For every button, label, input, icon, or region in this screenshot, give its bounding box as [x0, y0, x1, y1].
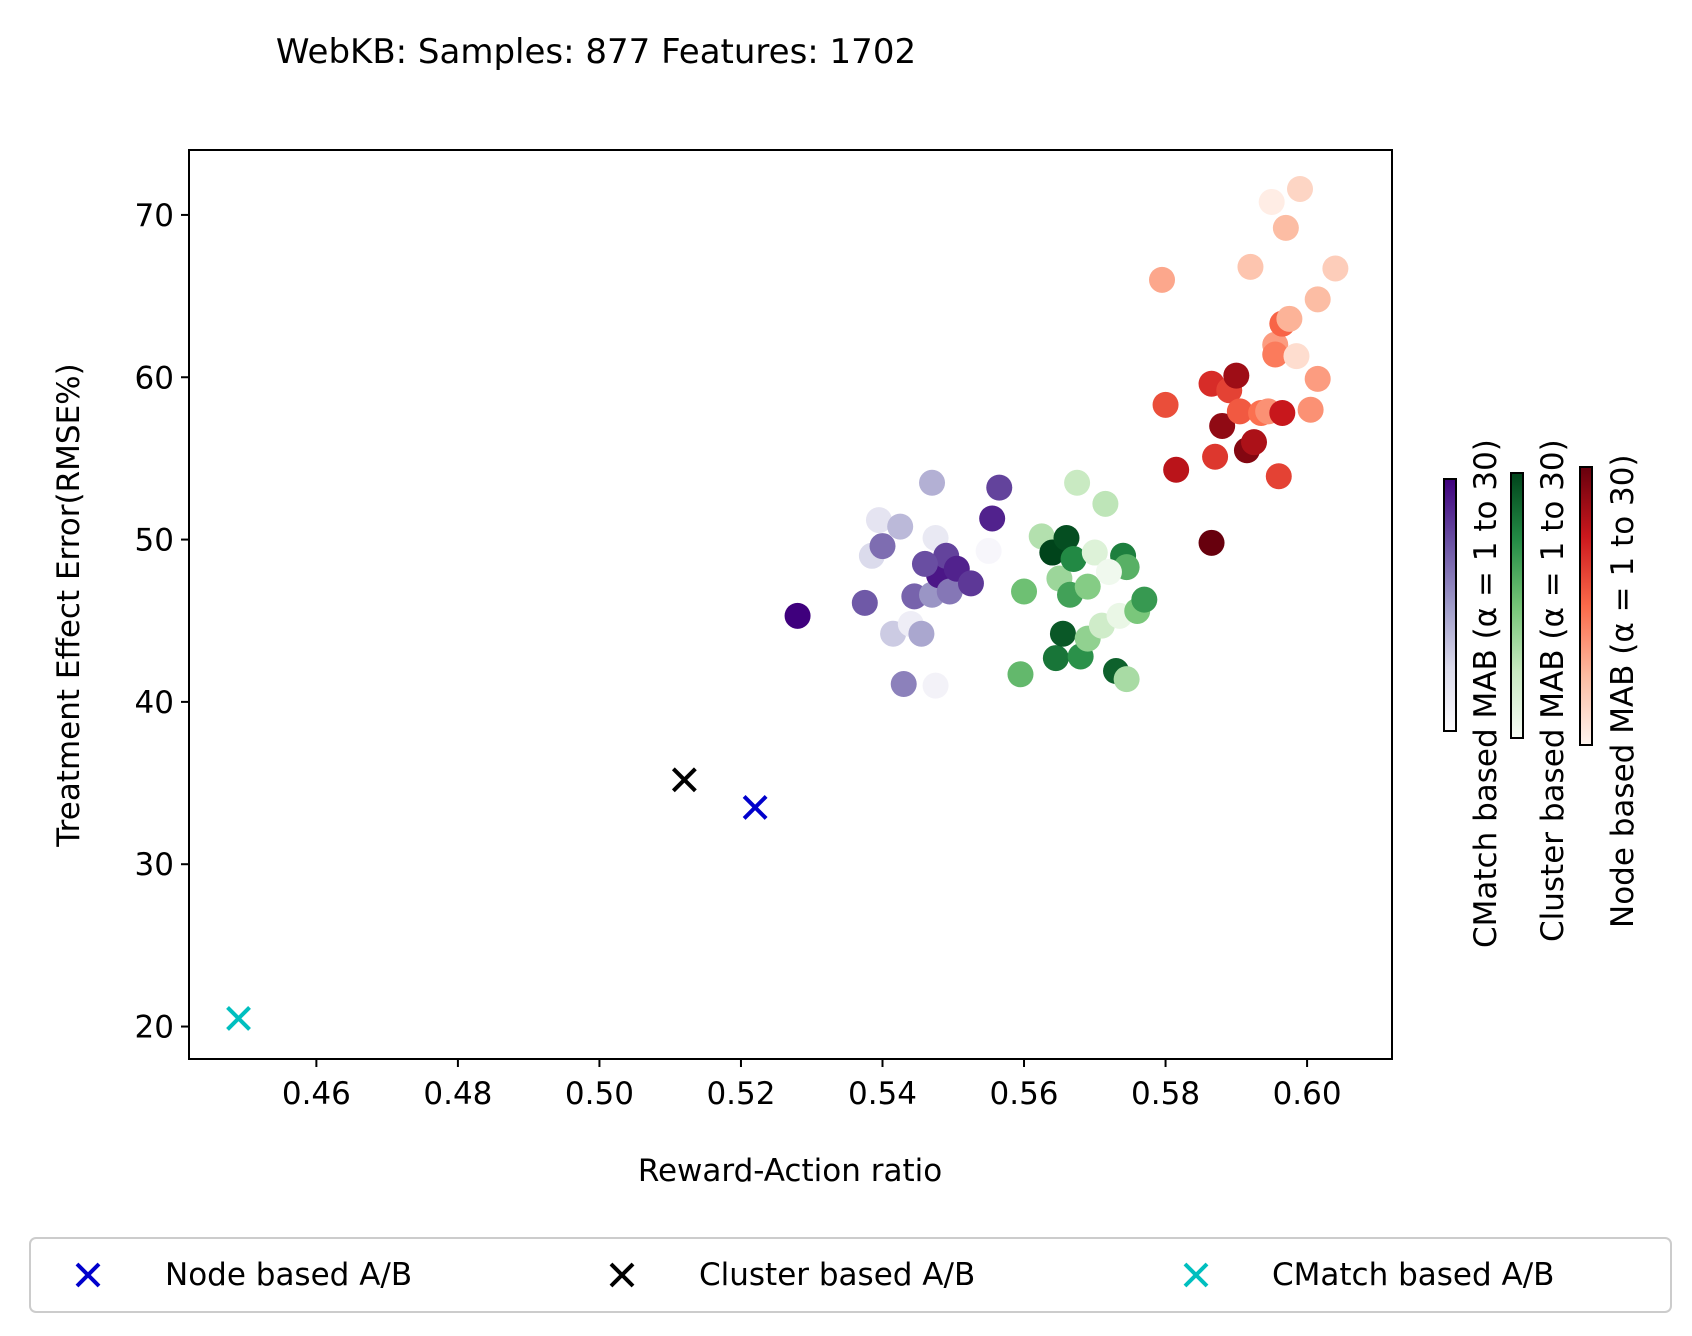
colorbar-2 — [1579, 466, 1593, 746]
legend-label-2: CMatch based A/B — [1272, 1257, 1554, 1293]
mab-point — [1064, 469, 1091, 496]
mab-series-2 — [1149, 175, 1349, 556]
x-tick-label: 0.58 — [1131, 1076, 1200, 1112]
mab-point — [1131, 586, 1158, 613]
mab-point — [1276, 305, 1303, 332]
mab-point — [1092, 490, 1119, 517]
x-tick-label: 0.56 — [990, 1076, 1059, 1112]
chart-title: WebKB: Samples: 877 Features: 1702 — [276, 32, 916, 72]
plot-frame — [188, 149, 1393, 1060]
mab-point — [1209, 412, 1236, 439]
mab-point — [1226, 398, 1253, 425]
y-axis: 20 30 40 50 60 70 — [135, 198, 189, 1046]
mab-point — [869, 533, 896, 560]
y-tick-label: 30 — [135, 847, 174, 883]
x-tick-label: 0.50 — [565, 1076, 634, 1112]
mab-point — [890, 671, 917, 698]
x-tick-label: 0.52 — [706, 1076, 775, 1112]
mab-point — [1081, 539, 1108, 566]
mab-point — [1049, 620, 1076, 647]
mab-point — [1163, 456, 1190, 483]
colorbar-1 — [1510, 472, 1524, 739]
legend-marker-1 — [609, 1262, 635, 1288]
mab-point — [975, 537, 1002, 564]
mab-point — [957, 570, 984, 597]
y-tick-label: 40 — [135, 685, 174, 721]
mab-point — [1322, 255, 1349, 282]
mab-point — [1060, 546, 1087, 573]
mab-point — [1287, 175, 1314, 202]
mab-series-1 — [1007, 469, 1158, 693]
x-tick-label: 0.60 — [1273, 1076, 1342, 1112]
mab-point — [1237, 253, 1264, 280]
ab-point-0 — [742, 794, 768, 820]
mab-point — [887, 513, 914, 540]
mab-point — [851, 589, 878, 616]
mab-point — [1262, 341, 1289, 368]
mab-point — [1053, 524, 1080, 551]
colorbars: CMatch based MAB (α = 1 to 30) Cluster ba… — [1443, 439, 1641, 948]
mab-point — [979, 505, 1006, 532]
colorbar-label-1: Cluster based MAB (α = 1 to 30) — [1535, 439, 1571, 942]
mab-point — [1304, 365, 1331, 392]
y-tick-label: 70 — [135, 198, 174, 234]
x-axis-label: Reward-Action ratio — [638, 1153, 942, 1189]
mab-point — [908, 620, 935, 647]
mab-point — [919, 469, 946, 496]
mab-point — [1152, 391, 1179, 418]
legend-marker-2 — [1183, 1262, 1209, 1288]
mab-point — [911, 550, 938, 577]
y-tick-label: 50 — [135, 523, 174, 559]
colorbar-0 — [1443, 478, 1457, 732]
mab-point — [1149, 266, 1176, 293]
legend-frame — [29, 1237, 1672, 1313]
mab-point — [1265, 463, 1292, 490]
x-tick-label: 0.48 — [423, 1076, 492, 1112]
mab-point — [1258, 188, 1285, 215]
colorbar-label-0: CMatch based MAB (α = 1 to 30) — [1468, 439, 1504, 948]
colorbar-label-2: Node based MAB (α = 1 to 30) — [1605, 454, 1641, 928]
mab-point — [865, 507, 892, 534]
ab-point-1 — [671, 767, 697, 793]
mab-point — [1011, 578, 1038, 605]
mab-point — [922, 672, 949, 699]
mab-point — [1223, 362, 1250, 389]
mab-series-0 — [784, 469, 1013, 699]
mab-point — [986, 474, 1013, 501]
mab-point — [1007, 661, 1034, 688]
mab-point — [1272, 214, 1299, 241]
x-axis: 0.46 0.48 0.50 0.52 0.54 0.56 0.58 0.60 — [282, 1059, 1342, 1112]
mab-point — [784, 602, 811, 629]
x-tick-label: 0.54 — [848, 1076, 917, 1112]
y-axis-label: Treatment Effect Error(RMSE%) — [51, 363, 87, 847]
plot-area — [226, 175, 1349, 1031]
mab-point — [1113, 666, 1140, 693]
y-tick-label: 60 — [135, 360, 174, 396]
mab-point — [1304, 286, 1331, 313]
ab-point-2 — [226, 1006, 251, 1031]
mab-point — [1198, 529, 1225, 556]
mab-point — [1042, 645, 1069, 672]
mab-point — [1297, 396, 1324, 423]
legend: Node based A/B Cluster based A/B CMatch ba… — [29, 1237, 1672, 1313]
mab-point — [1074, 573, 1101, 600]
legend-label-0: Node based A/B — [165, 1257, 412, 1293]
mab-point — [1241, 429, 1268, 456]
mab-point — [1095, 559, 1122, 586]
mab-point — [1269, 399, 1296, 426]
legend-label-1: Cluster based A/B — [699, 1257, 975, 1293]
x-tick-label: 0.46 — [282, 1076, 351, 1112]
y-tick-label: 20 — [135, 1010, 174, 1046]
mab-point — [1202, 443, 1229, 470]
mab-point — [936, 578, 963, 605]
legend-marker-0 — [75, 1262, 101, 1288]
mab-point — [1283, 343, 1310, 370]
